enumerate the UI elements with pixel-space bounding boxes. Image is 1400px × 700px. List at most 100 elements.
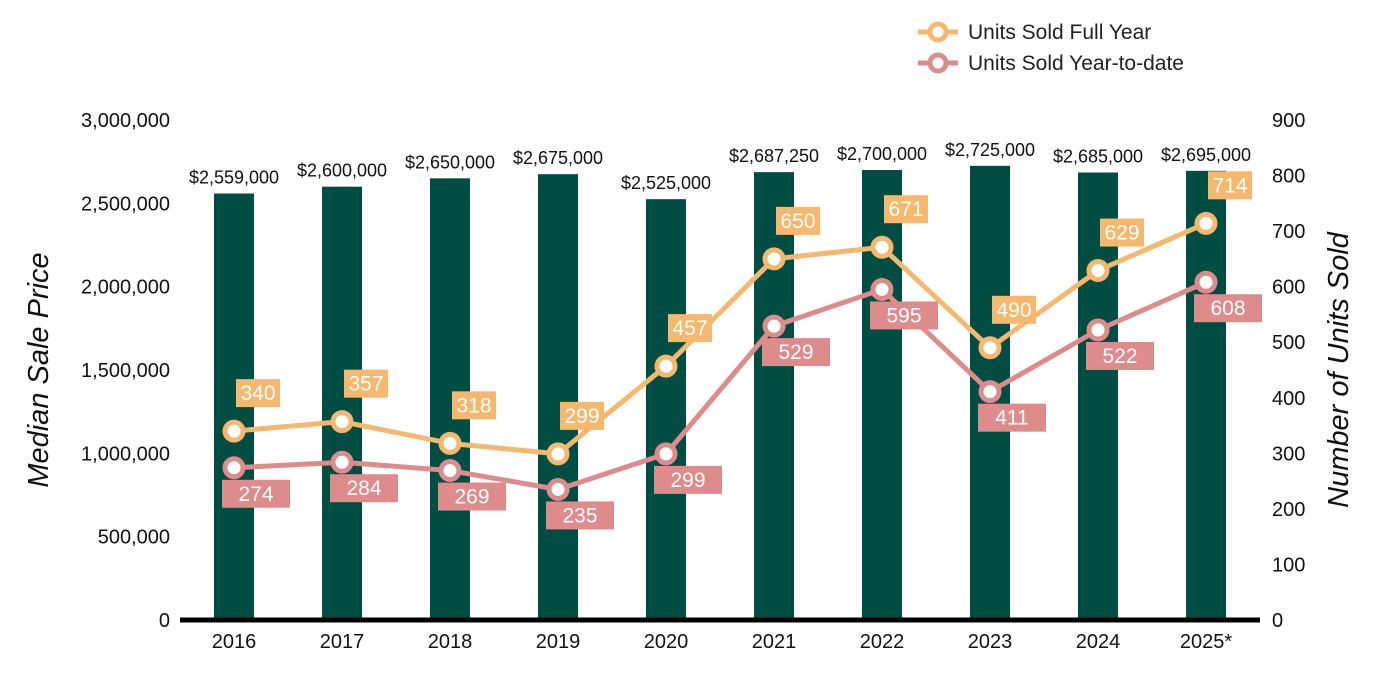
point-ytd [222,456,246,480]
point-label-full-year: 671 [888,198,923,221]
point-full-year [978,336,1002,360]
point-label-ytd: 522 [1102,345,1137,368]
y2-tick-label: 800 [1272,166,1305,188]
point-label-ytd: 284 [346,477,381,500]
x-tick-label: 2019 [536,631,581,653]
point-ytd [870,277,894,301]
bar-2024 [1078,172,1118,620]
y2-axis-title: Number of Units Sold [1323,231,1355,507]
point-label-full-year: 457 [672,317,707,340]
point-label-box-ytd [1194,294,1262,323]
x-tick-label: 2023 [968,631,1013,653]
point-label-box-full-year [1100,218,1144,247]
point-full-year [546,442,570,466]
point-label-box-ytd [870,301,938,330]
point-label-box-ytd [762,338,830,367]
x-tick-label: 2016 [212,631,257,653]
y2-tick-label: 700 [1272,221,1305,243]
bar-2020 [646,199,686,620]
point-label-box-ytd [222,479,290,508]
point-ytd [438,459,462,483]
y-tick-label: 1,000,000 [81,443,170,465]
point-label-full-year: 318 [456,394,491,417]
point-full-year [654,354,678,378]
right-axis-ticks: 0 100 200 300 400 500 600 700 800 900 [1272,110,1305,632]
x-tick-label: 2017 [320,631,365,653]
point-label-box-ytd [330,474,398,503]
y-tick-label: 500,000 [98,527,170,549]
legend: Units Sold Full Year Units Sold Year-to-… [918,21,1184,75]
point-label-box-full-year [344,369,388,398]
x-tick-label: 2024 [1076,631,1121,653]
point-ytd [978,380,1002,404]
line-ytd [233,279,1208,492]
point-label-box-ytd [546,501,614,530]
y2-tick-label: 600 [1272,277,1305,299]
point-label-ytd: 411 [995,407,1028,430]
bar-value-label: $2,559,000 [189,168,279,188]
point-label-full-year: 650 [780,210,815,233]
point-label-ytd: 235 [562,504,597,527]
point-label-box-full-year [992,295,1036,324]
x-tick-label: 2018 [428,631,473,653]
y-tick-label: 0 [159,610,170,632]
point-label-box-ytd [654,465,722,494]
point-label-full-year: 714 [1212,174,1247,197]
bar-value-label: $2,650,000 [405,152,495,172]
point-label-ytd: 299 [670,469,705,492]
point-labels-layer: 340 357 318 299 457 650 671 490 629 714 274 284 269 2… [222,171,1262,530]
lines-layer [222,211,1218,501]
point-label-box-full-year [452,391,496,420]
y-tick-label: 2,500,000 [81,193,170,215]
x-tick-label: 2020 [644,631,689,653]
point-ytd [1086,318,1110,342]
point-label-ytd: 529 [778,341,813,364]
line-full-year [233,221,1208,457]
point-label-box-full-year [776,206,820,235]
point-ytd [654,442,678,466]
y-tick-label: 1,500,000 [81,360,170,382]
point-label-full-year: 629 [1104,222,1139,245]
point-label-box-full-year [1208,171,1252,200]
left-axis-ticks: 0 500,000 1,000,000 1,500,000 2,000,000 2,500… [81,110,170,632]
point-label-box-full-year [236,379,280,408]
bar-value-label: $2,675,000 [513,148,603,168]
bar-2019 [538,174,578,620]
point-label-box-ytd [438,482,506,511]
y2-tick-label: 300 [1272,443,1305,465]
point-label-ytd: 269 [454,486,489,509]
legend-label-full-year: Units Sold Full Year [968,21,1151,44]
point-ytd [1194,270,1218,294]
point-ytd [330,450,354,474]
bar-value-label: $2,725,000 [945,140,1035,160]
point-label-box-full-year [884,195,928,224]
bar-2017 [322,186,362,620]
bar-value-label: $2,600,000 [297,161,387,181]
point-ytd [762,314,786,338]
legend-label-ytd: Units Sold Year-to-date [968,52,1184,75]
legend-marker-ytd [927,52,949,74]
point-full-year [1194,211,1218,235]
bar-value-label: $2,525,000 [621,173,711,193]
x-tick-label: 2025* [1180,631,1232,653]
point-label-box-full-year [668,314,712,343]
legend-marker-full-year [927,21,949,43]
point-label-box-ytd [1086,342,1154,370]
y2-tick-label: 100 [1272,554,1305,576]
point-full-year [222,419,246,443]
y2-tick-label: 900 [1272,110,1305,132]
y2-tick-label: 200 [1272,499,1305,521]
point-label-full-year: 490 [996,299,1031,322]
point-label-ytd: 274 [238,483,273,506]
x-tick-label: 2022 [860,631,905,653]
point-label-full-year: 340 [240,382,275,405]
point-label-full-year: 357 [348,373,383,396]
y-tick-label: 2,000,000 [81,277,170,299]
bar-value-label: $2,695,000 [1161,145,1251,165]
x-axis-ticks: 2016 2017 2018 2019 2020 2021 2022 2023 2024 2025… [212,631,1233,653]
y2-tick-label: 500 [1272,332,1305,354]
point-full-year [1086,259,1110,283]
bar-2021 [754,172,794,620]
bars-layer: $2,559,000 $2,600,000 $2,650,000 $2,675,000… [189,140,1251,621]
